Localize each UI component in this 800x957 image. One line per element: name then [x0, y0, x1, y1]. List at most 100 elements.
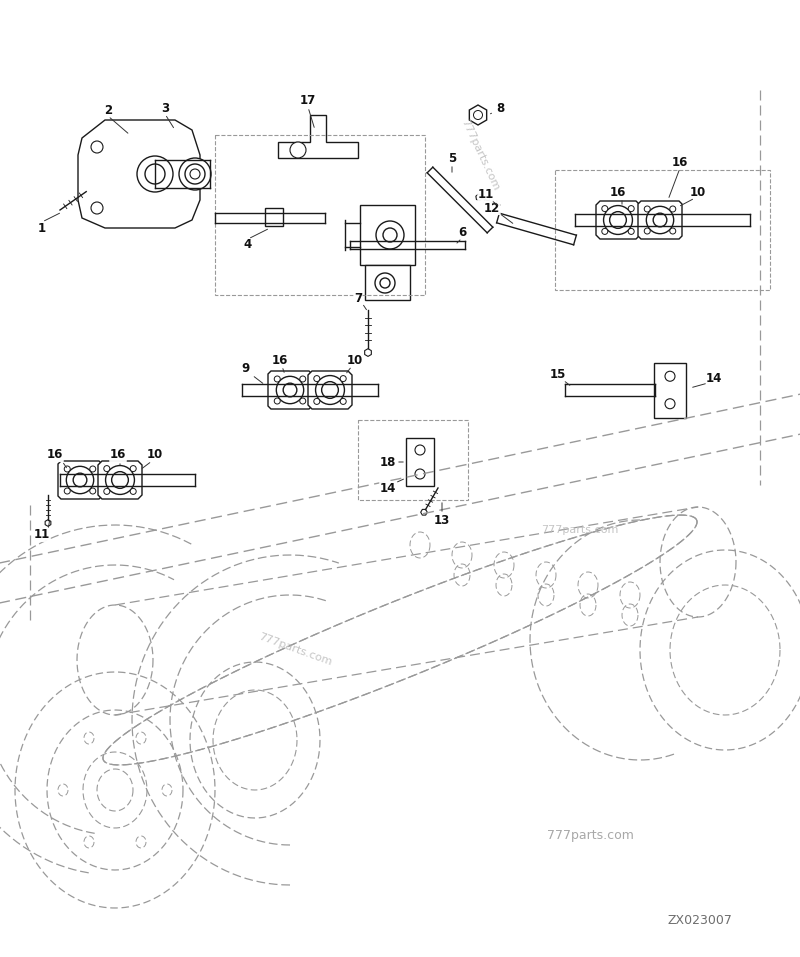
Polygon shape: [268, 371, 312, 409]
Polygon shape: [308, 371, 352, 409]
Polygon shape: [78, 120, 200, 228]
Text: 4: 4: [244, 238, 252, 252]
Text: 12: 12: [484, 202, 500, 214]
FancyBboxPatch shape: [265, 208, 283, 226]
Text: 15: 15: [550, 368, 566, 382]
Text: 10: 10: [690, 186, 706, 198]
Text: 11: 11: [478, 189, 494, 202]
Polygon shape: [421, 509, 427, 515]
Circle shape: [106, 465, 134, 495]
Circle shape: [340, 375, 346, 382]
Text: 6: 6: [458, 226, 466, 238]
Circle shape: [602, 229, 608, 234]
Circle shape: [73, 473, 87, 487]
Circle shape: [112, 472, 128, 488]
Polygon shape: [365, 348, 371, 356]
Text: 3: 3: [161, 101, 169, 115]
Circle shape: [130, 488, 136, 495]
Circle shape: [274, 398, 280, 404]
Text: 17: 17: [300, 94, 316, 106]
Text: 16: 16: [610, 186, 626, 198]
Circle shape: [665, 399, 675, 409]
Circle shape: [628, 206, 634, 211]
Circle shape: [340, 398, 346, 405]
Circle shape: [314, 375, 320, 382]
Circle shape: [610, 211, 626, 229]
Text: 7: 7: [354, 292, 362, 304]
Polygon shape: [365, 265, 410, 300]
Circle shape: [104, 466, 110, 472]
Circle shape: [653, 213, 667, 227]
Text: 14: 14: [706, 371, 722, 385]
Text: 18: 18: [380, 456, 396, 469]
Circle shape: [64, 488, 70, 494]
Text: 14: 14: [380, 481, 396, 495]
Text: 16: 16: [672, 155, 688, 168]
Circle shape: [274, 376, 280, 382]
Text: 13: 13: [434, 514, 450, 526]
Text: 1: 1: [38, 221, 46, 234]
Polygon shape: [86, 186, 93, 193]
Polygon shape: [638, 201, 682, 239]
Circle shape: [283, 383, 297, 397]
Circle shape: [628, 229, 634, 234]
FancyBboxPatch shape: [406, 438, 434, 486]
Text: ZX023007: ZX023007: [667, 914, 733, 926]
Circle shape: [66, 466, 94, 494]
Circle shape: [375, 273, 395, 293]
Circle shape: [665, 371, 675, 381]
Text: 777parts.com: 777parts.com: [257, 632, 333, 668]
Circle shape: [104, 488, 110, 495]
Circle shape: [179, 158, 211, 190]
Circle shape: [300, 376, 306, 382]
Text: 2: 2: [104, 103, 112, 117]
Text: 16: 16: [110, 449, 126, 461]
Text: 777parts.com: 777parts.com: [546, 829, 634, 841]
Circle shape: [415, 445, 425, 455]
Polygon shape: [360, 205, 415, 265]
Text: 5: 5: [448, 151, 456, 165]
Polygon shape: [58, 461, 102, 499]
Circle shape: [137, 156, 173, 192]
Circle shape: [315, 375, 345, 405]
FancyBboxPatch shape: [654, 363, 686, 417]
Polygon shape: [45, 520, 51, 526]
Circle shape: [415, 469, 425, 479]
Text: 16: 16: [272, 353, 288, 367]
Polygon shape: [596, 201, 640, 239]
Circle shape: [603, 206, 633, 234]
Circle shape: [190, 169, 200, 179]
Text: 10: 10: [347, 353, 363, 367]
Circle shape: [64, 466, 70, 472]
Circle shape: [670, 228, 676, 234]
Circle shape: [322, 382, 338, 398]
Text: 10: 10: [147, 449, 163, 461]
Circle shape: [145, 164, 165, 184]
Text: 8: 8: [496, 101, 504, 115]
Circle shape: [130, 466, 136, 472]
Circle shape: [90, 488, 96, 494]
Circle shape: [290, 142, 306, 158]
Text: 16: 16: [47, 449, 63, 461]
Text: 9: 9: [241, 362, 249, 374]
Circle shape: [300, 398, 306, 404]
Circle shape: [91, 141, 103, 153]
Circle shape: [670, 206, 676, 212]
Circle shape: [185, 164, 205, 184]
Circle shape: [90, 466, 96, 472]
Circle shape: [376, 221, 404, 249]
Polygon shape: [476, 194, 482, 201]
Polygon shape: [470, 105, 486, 125]
Text: 777parts.com: 777parts.com: [542, 525, 618, 535]
Polygon shape: [98, 461, 142, 499]
Text: 11: 11: [34, 528, 50, 542]
Circle shape: [91, 202, 103, 214]
Polygon shape: [278, 115, 358, 158]
Circle shape: [314, 398, 320, 405]
Circle shape: [646, 207, 674, 234]
Circle shape: [383, 228, 397, 242]
Circle shape: [276, 376, 304, 404]
Circle shape: [380, 278, 390, 288]
Circle shape: [602, 206, 608, 211]
Text: 777parts.com: 777parts.com: [459, 118, 501, 192]
